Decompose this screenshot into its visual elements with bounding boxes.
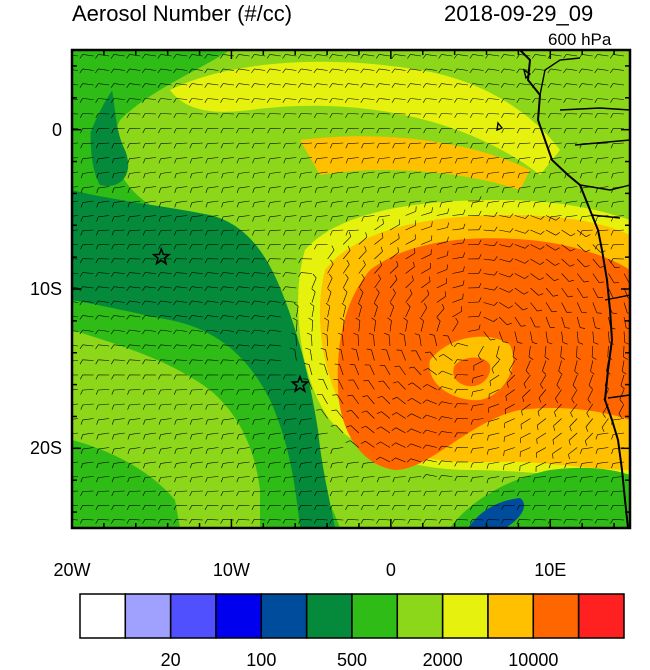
colorbar-swatch: [352, 594, 397, 638]
colorbar-swatch: [80, 594, 125, 638]
colorbar-swatch: [171, 594, 216, 638]
colorbar-label: 2000: [403, 650, 483, 670]
colorbar-label: 10000: [493, 650, 573, 670]
colorbar-swatch: [261, 594, 306, 638]
colorbar-swatch: [307, 594, 352, 638]
colorbar-swatch: [216, 594, 261, 638]
colorbar-label: 20: [131, 650, 211, 670]
colorbar-swatch: [579, 594, 624, 638]
colorbar-label: 100: [221, 650, 301, 670]
colorbar-label: 500: [312, 650, 392, 670]
colorbar-swatch: [533, 594, 578, 638]
colorbar-swatch: [488, 594, 533, 638]
colorbar-swatch: [443, 594, 488, 638]
colorbar-swatch: [397, 594, 442, 638]
colorbar-swatch: [125, 594, 170, 638]
